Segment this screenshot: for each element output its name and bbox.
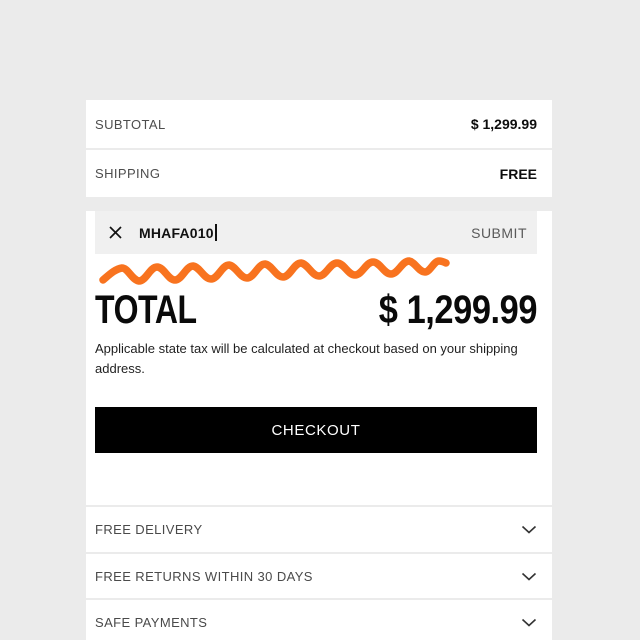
accordion-label: FREE RETURNS WITHIN 30 DAYS [95,568,313,584]
shipping-label: SHIPPING [95,166,161,181]
total-section: MHAFA010 SUBMIT TOTAL $ 1,299.99 Applica… [86,211,552,505]
total-row: TOTAL $ 1,299.99 [95,289,537,331]
orange-scribble-underline [99,257,450,285]
subtotal-value: $ 1,299.99 [470,116,537,132]
total-value: $ 1,299.99 [378,288,538,332]
shipping-value: FREE [499,165,537,182]
total-label: TOTAL [95,288,197,332]
chevron-down-icon [521,572,537,581]
cart-summary-card: SUBTOTAL $ 1,299.99 SHIPPING FREE MHAFA0… [86,100,552,640]
shipping-row: SHIPPING FREE [86,150,552,197]
accordion-free-delivery[interactable]: FREE DELIVERY [86,507,552,552]
tax-note: Applicable state tax will be calculated … [95,341,518,376]
chevron-down-icon [521,618,537,627]
promo-code-field[interactable]: MHAFA010 SUBMIT [95,211,537,254]
submit-button[interactable]: SUBMIT [471,224,527,241]
accordion-free-returns[interactable]: FREE RETURNS WITHIN 30 DAYS [86,554,552,598]
accordion-safe-payments[interactable]: SAFE PAYMENTS [86,600,552,640]
accordion-label: FREE DELIVERY [95,522,203,537]
checkout-button[interactable]: CHECKOUT [95,407,537,453]
x-icon[interactable] [108,225,123,240]
subtotal-label: SUBTOTAL [95,116,166,132]
promo-code-input[interactable]: MHAFA010 [139,224,214,241]
subtotal-row: SUBTOTAL $ 1,299.99 [86,100,552,148]
text-cursor [214,224,217,241]
accordion-label: SAFE PAYMENTS [95,614,208,630]
chevron-down-icon [521,525,537,534]
